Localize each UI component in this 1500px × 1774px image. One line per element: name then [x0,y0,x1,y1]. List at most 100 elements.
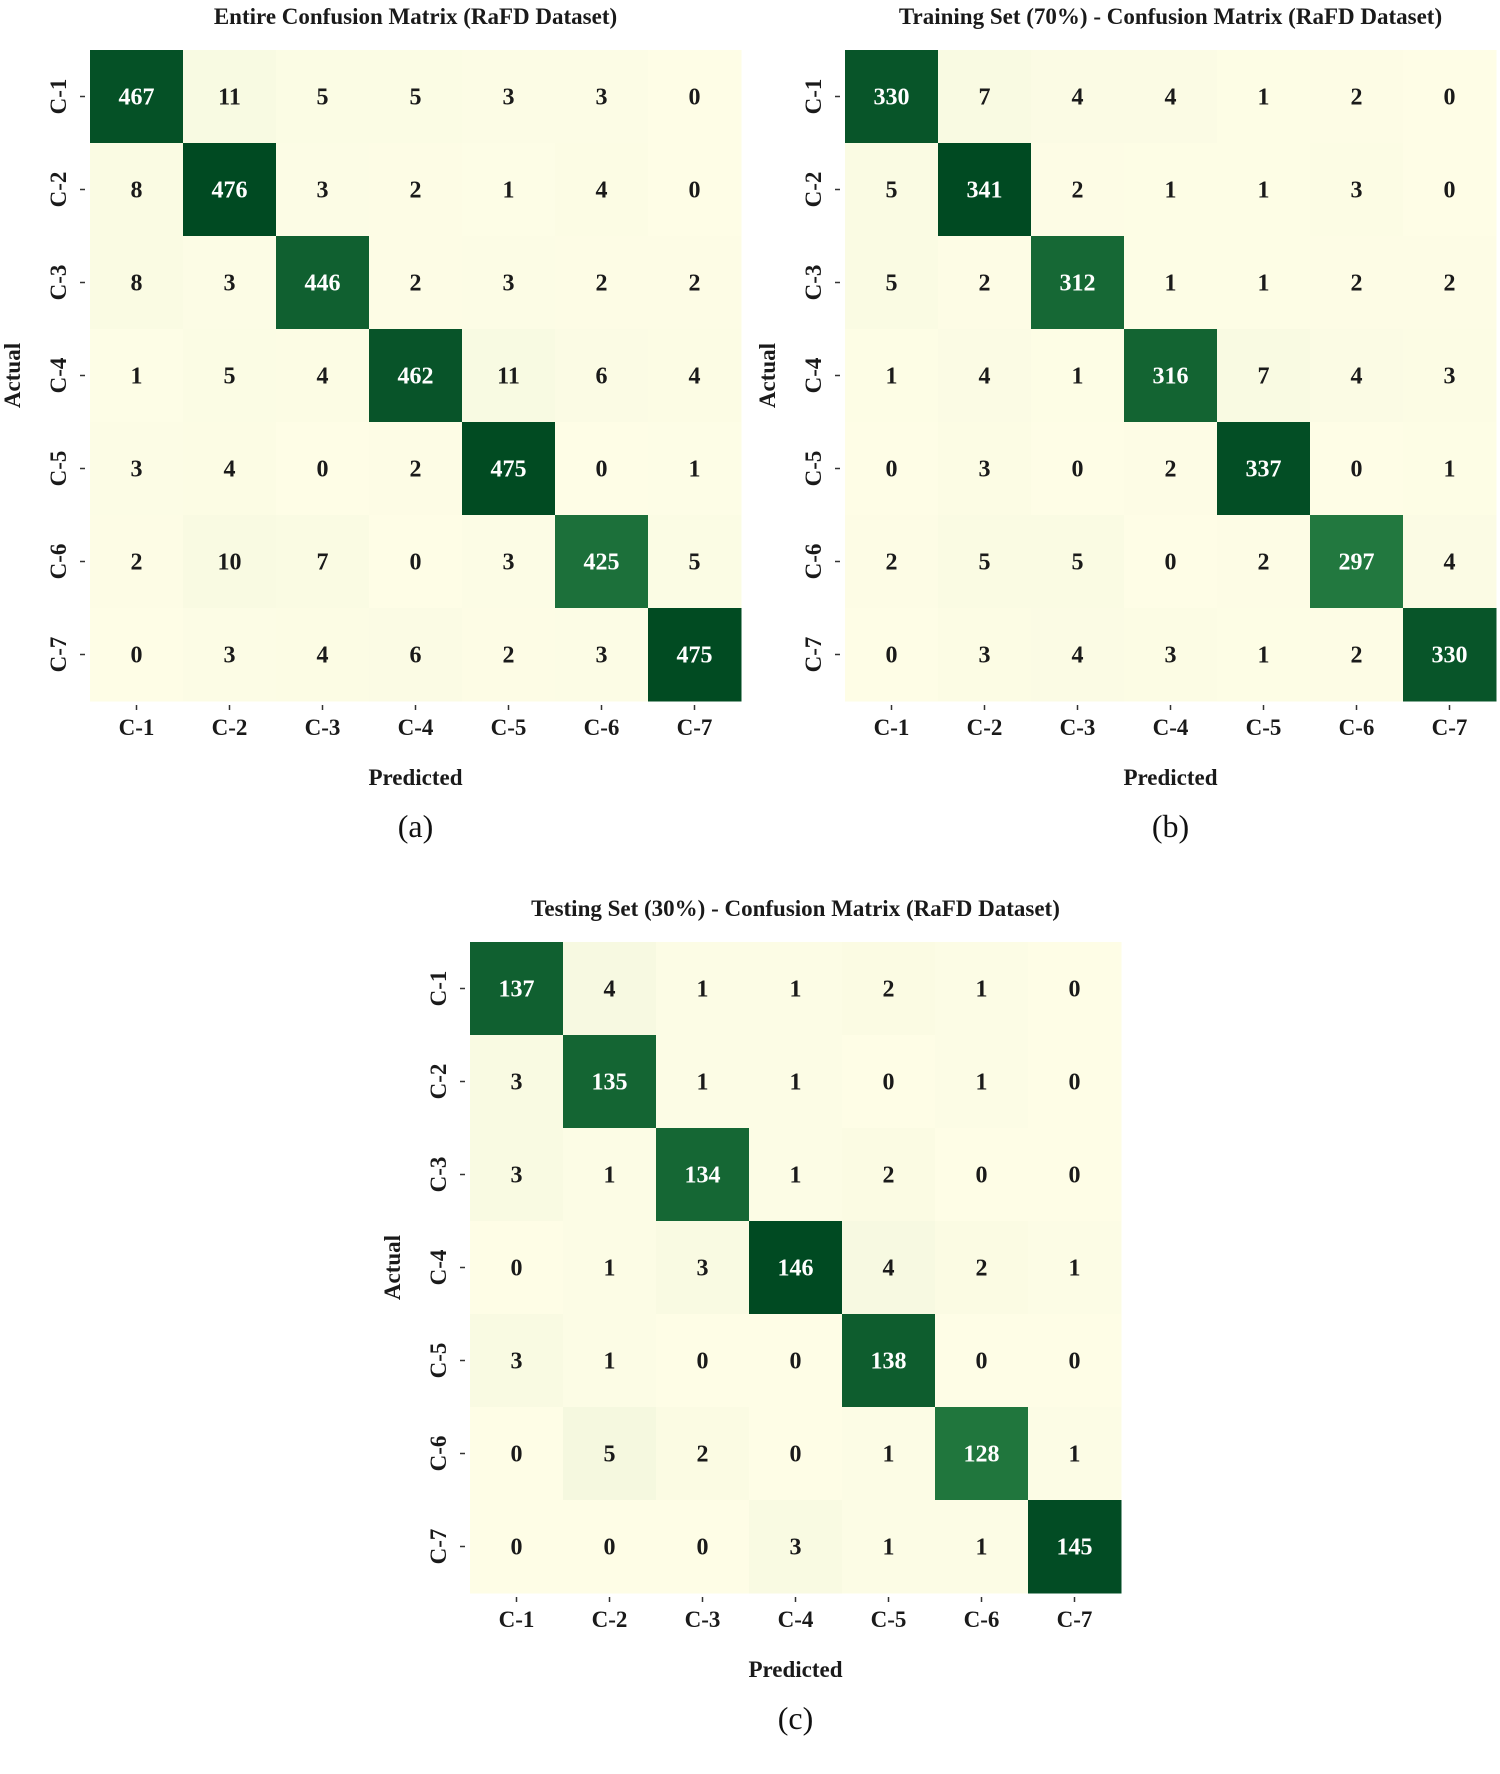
y-tick-label: C-1 [801,79,826,115]
cell-value-label: 2 [1165,457,1177,483]
heatmap-cell [938,422,1032,516]
heatmap-cell [935,1500,1029,1594]
heatmap-cell [90,515,184,609]
cell-value-label: 3 [503,271,515,297]
cell-value-label: 0 [1069,1163,1081,1189]
heatmap-cell [1124,236,1218,330]
cell-value-label: 0 [697,1535,709,1561]
confusion-matrix-panel: Testing Set (30%) - Confusion Matrix (Ra… [380,896,1122,1736]
heatmap-cell [563,1407,657,1501]
cell-value-label: 0 [511,1256,523,1282]
heatmap-cell [563,942,657,1036]
cell-value-label: 0 [689,178,701,204]
heatmap-cell [470,1221,564,1315]
heatmap-cell [462,608,556,702]
heatmap-cell [90,50,184,144]
heatmap-cell [1217,608,1311,702]
x-tick-label: C-1 [119,715,155,740]
x-tick-label: C-7 [1057,1607,1093,1632]
heatmap-cell [749,1500,843,1594]
cell-value-label: 11 [218,85,241,111]
heatmap-cell [1217,50,1311,144]
cell-value-label: 138 [871,1349,907,1375]
heatmap-cell [656,1314,750,1408]
heatmap-cell [470,1500,564,1594]
heatmap-cell [845,329,939,423]
heatmap-cell [935,1407,1029,1501]
cell-value-label: 2 [976,1256,988,1282]
cell-value-label: 2 [697,1442,709,1468]
cell-value-label: 0 [1069,977,1081,1003]
heatmap-cell [845,515,939,609]
cell-value-label: 1 [976,1535,988,1561]
heatmap-cell [1028,1500,1122,1594]
cell-value-label: 1 [604,1163,616,1189]
cell-value-label: 1 [1072,364,1084,390]
x-tick-label: C-5 [871,1607,907,1632]
cell-value-label: 3 [596,643,608,669]
cell-value-label: 2 [1351,643,1363,669]
heatmap-cell [1031,50,1125,144]
x-tick-label: C-6 [584,715,620,740]
heatmap-cell [938,236,1032,330]
heatmap-cell [1403,236,1497,330]
cell-value-label: 0 [1444,178,1456,204]
cell-value-label: 2 [883,1163,895,1189]
cell-value-label: 2 [979,271,991,297]
cell-value-label: 2 [1072,178,1084,204]
cell-value-label: 3 [979,643,991,669]
chart-title: Entire Confusion Matrix (RaFD Dataset) [214,4,617,29]
y-tick-label: C-7 [801,637,826,673]
heatmap-cell [90,143,184,237]
heatmap-cell [1310,608,1404,702]
heatmap-cell [1310,329,1404,423]
heatmap-cell [648,422,742,516]
y-tick-label: C-2 [426,1064,451,1100]
y-tick-label: C-2 [46,172,71,208]
cell-value-label: 2 [1351,271,1363,297]
cell-value-label: 1 [883,1535,895,1561]
x-tick-label: C-3 [1060,715,1096,740]
cell-value-label: 1 [1069,1256,1081,1282]
y-tick-label: C-4 [801,357,826,393]
cell-value-label: 2 [410,271,422,297]
x-tick-label: C-5 [1246,715,1282,740]
cell-value-label: 4 [979,364,991,390]
heatmap-cell [555,422,649,516]
cell-value-label: 8 [131,271,143,297]
cell-value-label: 3 [503,85,515,111]
heatmap-cell [842,1221,936,1315]
cell-value-label: 146 [778,1256,814,1282]
x-tick-label: C-6 [1339,715,1375,740]
heatmap-cell [470,1128,564,1222]
cell-value-label: 467 [119,85,155,111]
heatmap-cell [935,1221,1029,1315]
heatmap-cell [369,608,463,702]
cell-value-label: 5 [979,550,991,576]
heatmap-cell [749,1128,843,1222]
subfigure-caption: (a) [398,808,434,844]
cell-value-label: 2 [131,550,143,576]
cell-value-label: 3 [1444,364,1456,390]
cell-value-label: 6 [596,364,608,390]
heatmap-cell [1217,236,1311,330]
heatmap-cell [1031,515,1125,609]
cell-value-label: 8 [131,178,143,204]
cell-value-label: 0 [976,1163,988,1189]
heatmap-cell [842,942,936,1036]
heatmap-cell [935,1314,1029,1408]
heatmap-cell [555,143,649,237]
heatmap-cell [648,608,742,702]
cell-value-label: 3 [511,1070,523,1096]
cell-value-label: 1 [131,364,143,390]
x-tick-label: C-2 [967,715,1003,740]
cell-value-label: 0 [1351,457,1363,483]
cell-value-label: 1 [883,1442,895,1468]
heatmap-cell [749,1221,843,1315]
heatmap-cell [845,236,939,330]
cell-value-label: 1 [976,977,988,1003]
heatmap-cell [842,1407,936,1501]
heatmap-cell [842,1500,936,1594]
cell-value-label: 4 [317,643,329,669]
